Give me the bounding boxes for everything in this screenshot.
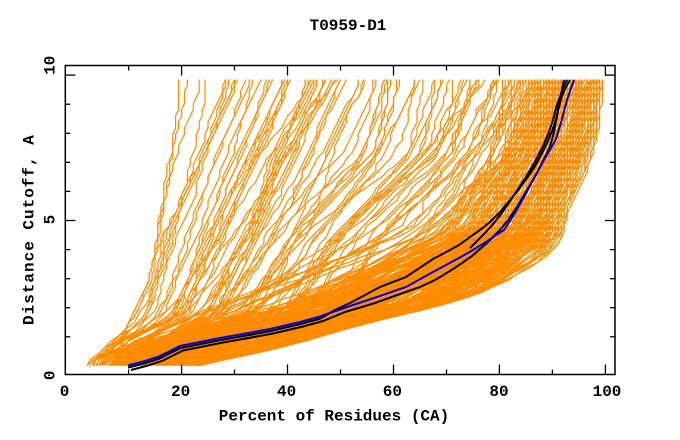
svg-text:T0959-D1: T0959-D1: [310, 17, 387, 35]
svg-text:100: 100: [593, 383, 622, 401]
svg-text:80: 80: [489, 383, 508, 401]
svg-text:20: 20: [171, 383, 190, 401]
svg-text:Distance Cutoff, A: Distance Cutoff, A: [21, 134, 39, 325]
svg-text:0: 0: [60, 383, 70, 401]
svg-text:40: 40: [277, 383, 296, 401]
svg-text:0: 0: [42, 370, 60, 380]
svg-text:Percent of Residues (CA): Percent of Residues (CA): [219, 408, 449, 426]
svg-text:10: 10: [42, 56, 60, 75]
svg-text:5: 5: [42, 215, 60, 225]
svg-text:60: 60: [383, 383, 402, 401]
